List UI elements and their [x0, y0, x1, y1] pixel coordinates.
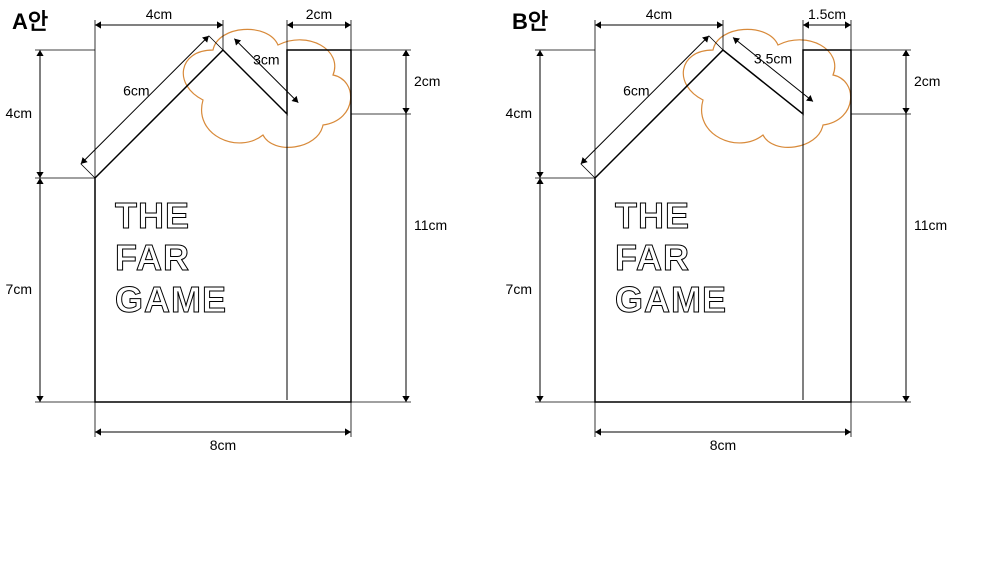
- svg-text:8cm: 8cm: [710, 437, 736, 453]
- svg-text:2cm: 2cm: [914, 73, 940, 89]
- panel-svg-1: 4cm 1.5cm 4cm 7cm 2cm 11cm 8cm 6cm 3.5cm THEFARG…: [500, 0, 1000, 582]
- dimensions: 4cm 2cm 4cm 7cm 2cm 11cm 8cm 6cm 3cm: [6, 6, 448, 453]
- logo-text: THEFARGAME: [115, 195, 227, 320]
- diagram-container: A안 4cm2cm4cm7cm2cm11cm8cm6cm3cm THEFARGA…: [0, 0, 1000, 582]
- logo-line-1: FAR: [115, 237, 190, 278]
- svg-text:2cm: 2cm: [414, 73, 440, 89]
- logo-line-2: GAME: [615, 279, 727, 320]
- svg-text:2cm: 2cm: [306, 6, 332, 22]
- logo-line-1: FAR: [615, 237, 690, 278]
- svg-text:6cm: 6cm: [123, 82, 149, 98]
- svg-text:11cm: 11cm: [914, 217, 947, 233]
- svg-text:6cm: 6cm: [623, 82, 649, 98]
- svg-text:3cm: 3cm: [253, 52, 279, 68]
- svg-text:4cm: 4cm: [6, 105, 32, 121]
- logo-line-2: GAME: [115, 279, 227, 320]
- svg-text:11cm: 11cm: [414, 217, 447, 233]
- svg-text:4cm: 4cm: [506, 105, 532, 121]
- logo-text: THEFARGAME: [615, 195, 727, 320]
- svg-text:7cm: 7cm: [6, 281, 32, 297]
- panel-svg-0: 4cm 2cm 4cm 7cm 2cm 11cm 8cm 6cm 3cm THEFARGAME: [0, 0, 500, 582]
- svg-text:1.5cm: 1.5cm: [808, 6, 846, 22]
- svg-text:8cm: 8cm: [210, 437, 236, 453]
- panel-a: A안 4cm2cm4cm7cm2cm11cm8cm6cm3cm THEFARGA…: [0, 0, 500, 582]
- svg-text:7cm: 7cm: [506, 281, 532, 297]
- logo-line-0: THE: [115, 195, 190, 236]
- svg-text:4cm: 4cm: [646, 6, 672, 22]
- logo-line-0: THE: [615, 195, 690, 236]
- panel-b: B안 4cm1.5cm4cm7cm2cm11cm8cm6cm3.5cm THEF…: [500, 0, 1000, 582]
- svg-text:4cm: 4cm: [146, 6, 172, 22]
- svg-text:3.5cm: 3.5cm: [754, 51, 792, 67]
- dimensions: 4cm 1.5cm 4cm 7cm 2cm 11cm 8cm 6cm 3.5cm: [506, 6, 948, 453]
